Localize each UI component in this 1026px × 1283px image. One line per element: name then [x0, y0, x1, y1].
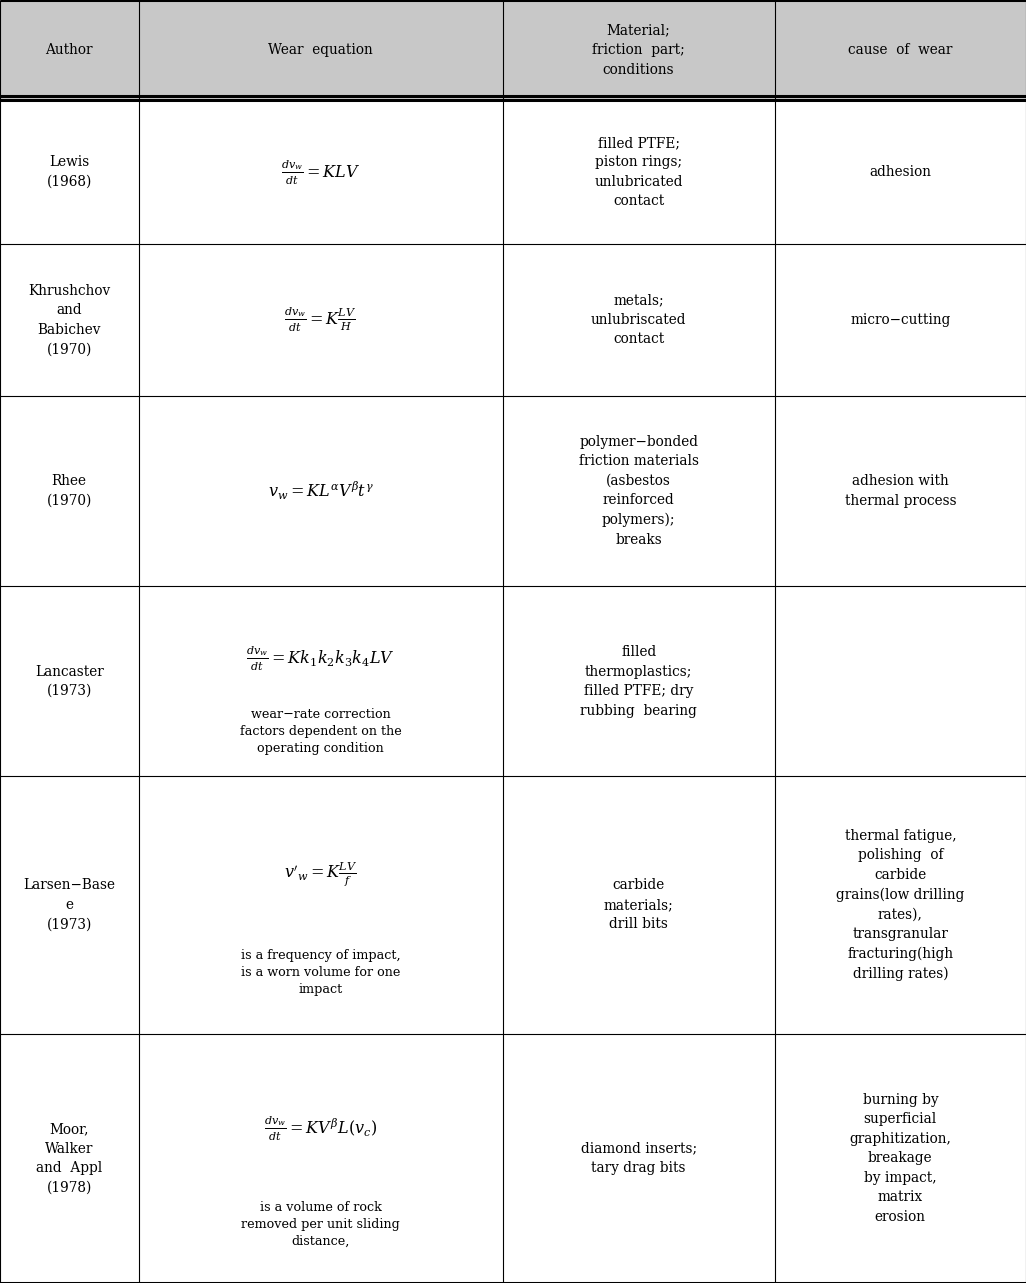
Bar	[139, 776, 503, 1034]
Text: wear−rate correction
factors dependent on the
operating condition: wear−rate correction factors dependent o…	[240, 708, 401, 754]
Text: filled
thermoplastics;
filled PTFE; dry
rubbing  bearing: filled thermoplastics; filled PTFE; dry …	[581, 645, 697, 717]
Bar	[775, 776, 1026, 1034]
Bar	[503, 395, 775, 586]
Text: adhesion with
thermal process: adhesion with thermal process	[844, 475, 956, 508]
Text: Wear  equation: Wear equation	[268, 44, 373, 56]
Text: cause  of  wear: cause of wear	[849, 44, 952, 56]
Bar	[139, 1034, 503, 1283]
Bar	[0, 0, 139, 100]
Bar	[503, 586, 775, 776]
Bar	[503, 244, 775, 395]
Text: carbide
materials;
drill bits: carbide materials; drill bits	[604, 879, 673, 931]
Bar	[775, 1034, 1026, 1283]
Text: $v'_w = K\frac{LV}{f}$: $v'_w = K\frac{LV}{f}$	[284, 861, 357, 888]
Text: metals;
unlubriscated
contact: metals; unlubriscated contact	[591, 294, 686, 346]
Bar	[775, 244, 1026, 395]
Bar	[139, 586, 503, 776]
Text: Larsen−Base
e
(1973): Larsen−Base e (1973)	[24, 879, 115, 931]
Text: is a volume of rock
removed per unit sliding
distance,: is a volume of rock removed per unit sli…	[241, 1201, 400, 1247]
Bar	[0, 1034, 139, 1283]
Bar	[775, 0, 1026, 100]
Text: Khrushchov
and
Babichev
(1970): Khrushchov and Babichev (1970)	[28, 284, 111, 357]
Text: is a frequency of impact,
is a worn volume for one
impact: is a frequency of impact, is a worn volu…	[241, 949, 400, 997]
Bar	[0, 100, 139, 244]
Text: micro−cutting: micro−cutting	[851, 313, 950, 327]
Bar	[775, 586, 1026, 776]
Text: $v_w = KL^{\alpha}V^{\beta}t^{\gamma}$: $v_w = KL^{\alpha}V^{\beta}t^{\gamma}$	[268, 480, 373, 502]
Text: Rhee
(1970): Rhee (1970)	[46, 475, 92, 508]
Bar	[775, 100, 1026, 244]
Text: diamond inserts;
tary drag bits: diamond inserts; tary drag bits	[581, 1142, 697, 1175]
Text: burning by
superficial
graphitization,
breakage
by impact,
matrix
erosion: burning by superficial graphitization, b…	[850, 1093, 951, 1224]
Text: thermal fatigue,
polishing  of
carbide
grains(low drilling
rates),
transgranular: thermal fatigue, polishing of carbide gr…	[836, 829, 964, 981]
Text: $\frac{dv_w}{dt} = Kk_1k_2k_3k_4LV$: $\frac{dv_w}{dt} = Kk_1k_2k_3k_4LV$	[246, 644, 395, 674]
Text: Author: Author	[45, 44, 93, 56]
Text: $\frac{dv_w}{dt} = KLV$: $\frac{dv_w}{dt} = KLV$	[281, 158, 360, 186]
Text: $\frac{dv_w}{dt} = KV^{\beta}L(v_c)$: $\frac{dv_w}{dt} = KV^{\beta}L(v_c)$	[264, 1114, 378, 1143]
Bar	[503, 100, 775, 244]
Bar	[775, 395, 1026, 586]
Bar	[139, 395, 503, 586]
Text: polymer−bonded
friction materials
(asbestos
reinforced
polymers);
breaks: polymer−bonded friction materials (asbes…	[579, 435, 699, 547]
Bar	[503, 776, 775, 1034]
Bar	[139, 244, 503, 395]
Bar	[139, 0, 503, 100]
Bar	[0, 586, 139, 776]
Text: Lewis
(1968): Lewis (1968)	[46, 155, 92, 189]
Text: filled PTFE;
piston rings;
unlubricated
contact: filled PTFE; piston rings; unlubricated …	[594, 136, 683, 208]
Bar	[503, 0, 775, 100]
Bar	[0, 776, 139, 1034]
Text: $\frac{dv_w}{dt} = K\frac{LV}{H}$: $\frac{dv_w}{dt} = K\frac{LV}{H}$	[284, 305, 357, 335]
Text: Lancaster
(1973): Lancaster (1973)	[35, 665, 104, 698]
Text: adhesion: adhesion	[869, 166, 932, 180]
Bar	[0, 244, 139, 395]
Text: Material;
friction  part;
conditions: Material; friction part; conditions	[592, 23, 685, 77]
Bar	[0, 395, 139, 586]
Text: Moor,
Walker
and  Appl
(1978): Moor, Walker and Appl (1978)	[36, 1123, 103, 1194]
Bar	[139, 100, 503, 244]
Bar	[503, 1034, 775, 1283]
